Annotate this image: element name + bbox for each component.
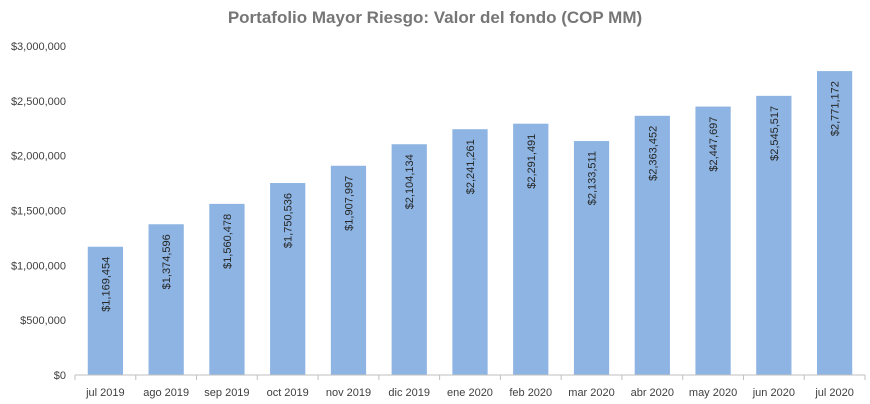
x-tick-label: may 2020	[689, 387, 737, 399]
bar	[209, 203, 245, 375]
y-tick-label: $500,000	[20, 315, 66, 327]
y-tick-label: $2,500,000	[11, 96, 66, 108]
x-tick-label: jun 2020	[752, 387, 795, 399]
y-tick-label: $1,000,000	[11, 260, 66, 272]
data-label: $2,241,261	[465, 139, 477, 194]
bar	[452, 129, 488, 375]
y-tick-label: $3,000,000	[11, 41, 66, 53]
x-axis-tick-labels: jul 2019 ago 2019 sep 2019 oct 2019 nov 2019…	[85, 387, 854, 399]
bar	[87, 246, 124, 375]
data-label: $2,545,517	[769, 106, 781, 161]
data-label: $2,133,511	[587, 151, 599, 205]
x-tick-label: nov 2019	[326, 387, 371, 399]
data-label: $2,291,491	[526, 134, 538, 189]
x-tick-label: jul 2019	[85, 387, 125, 399]
x-tick-label: ene 2020	[447, 387, 493, 399]
y-tick-label: $2,000,000	[11, 151, 66, 163]
data-label: $2,363,452	[647, 126, 659, 181]
bar	[148, 224, 184, 375]
x-axis-ticks	[74, 375, 866, 380]
data-label: $1,907,997	[343, 176, 355, 231]
bar	[816, 71, 853, 376]
data-label: $2,771,172	[830, 81, 842, 136]
bar	[634, 115, 670, 375]
data-label: $1,560,478	[222, 214, 234, 269]
data-label: $1,374,596	[161, 234, 173, 289]
y-axis-tick-labels: $0 $500,000 $1,000,000 $1,500,000 $2,000,000…	[11, 41, 66, 382]
y-tick-label: $1,500,000	[11, 206, 66, 218]
bar	[391, 144, 427, 375]
x-tick-label: sep 2019	[204, 387, 249, 399]
bar	[270, 183, 306, 375]
bar	[756, 95, 792, 375]
bar	[695, 106, 731, 376]
bar	[573, 141, 610, 375]
x-tick-label: oct 2019	[267, 387, 309, 399]
y-tick-label: $0	[54, 370, 66, 382]
data-label: $1,169,454	[100, 257, 112, 312]
data-labels: $1,169,454 $1,374,596 $1,560,478 $1,750,536…	[100, 81, 841, 312]
data-label: $2,104,134	[404, 154, 416, 209]
x-tick-label: jul 2020	[814, 387, 854, 399]
x-tick-label: dic 2019	[388, 387, 430, 399]
x-tick-label: feb 2020	[509, 387, 552, 399]
bar-series	[87, 71, 853, 376]
x-tick-label: abr 2020	[631, 387, 674, 399]
bar	[330, 165, 367, 375]
data-label: $2,447,697	[708, 117, 720, 172]
x-tick-label: mar 2020	[568, 387, 614, 399]
x-tick-label: ago 2019	[143, 387, 189, 399]
bar	[513, 123, 549, 375]
data-label: $1,750,536	[283, 193, 295, 248]
chart-title: Portafolio Mayor Riesgo: Valor del fondo…	[227, 8, 643, 27]
